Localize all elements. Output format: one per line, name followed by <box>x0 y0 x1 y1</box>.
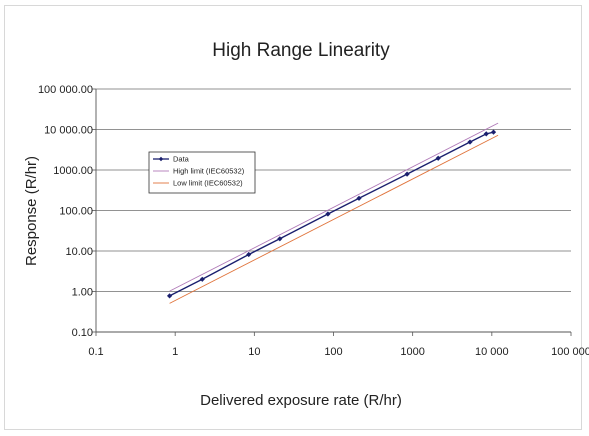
y-tick-label: 0.10 <box>72 327 93 339</box>
data-point <box>404 171 410 177</box>
series <box>166 122 499 304</box>
legend: Data High limit (IEC60532) Low limit (IEC6… <box>148 151 256 194</box>
x-tick-label: 10 <box>248 346 260 358</box>
y-tick-label: 10 000.00 <box>44 125 93 137</box>
y-tick-label: 10.00 <box>65 246 93 258</box>
data-point <box>490 129 497 135</box>
y-tick-label: 100 000.00 <box>38 84 93 96</box>
chart-frame <box>4 5 582 430</box>
x-tick-label: 10 000 <box>475 346 509 358</box>
y-tick-label: 100.00 <box>59 206 93 218</box>
y-tick-label: 1000.00 <box>53 165 93 177</box>
x-tick-label: 100 000 <box>551 346 589 358</box>
data-point <box>166 293 173 299</box>
y-tick-label: 1.00 <box>72 287 93 299</box>
data-point <box>246 251 252 258</box>
y-axis-title: Response (R/hr) <box>23 156 40 266</box>
legend-label: Low limit (IEC60532) <box>173 179 243 188</box>
data-point <box>199 276 205 282</box>
series-line-1 <box>169 122 499 292</box>
data-point <box>356 195 362 201</box>
x-tick-label: 0.1 <box>88 346 103 358</box>
x-tick-label: 1000 <box>400 346 424 358</box>
series-line-2 <box>169 134 499 304</box>
legend-label: Data <box>173 155 190 164</box>
grid <box>96 88 571 292</box>
legend-marker <box>158 156 164 162</box>
x-axis-title: Delivered exposure rate (R/hr) <box>200 392 402 409</box>
legend-label: High limit (IEC60532) <box>173 167 245 176</box>
chart-title: High Range Linearity <box>212 40 390 61</box>
data-point <box>435 155 441 161</box>
y-tick-labels: 0.10 1.00 10.00 100.00 1000.00 10 000.00 100 0… <box>38 84 93 339</box>
data-point <box>325 211 331 217</box>
axes <box>92 88 572 336</box>
data-point <box>483 131 489 137</box>
data-point <box>277 236 283 242</box>
x-tick-labels: 0.1 1 10 100 1000 10 000 100 000 <box>88 346 589 358</box>
data-point <box>467 139 473 145</box>
x-tick-label: 100 <box>324 346 342 358</box>
x-tick-label: 1 <box>172 346 178 358</box>
